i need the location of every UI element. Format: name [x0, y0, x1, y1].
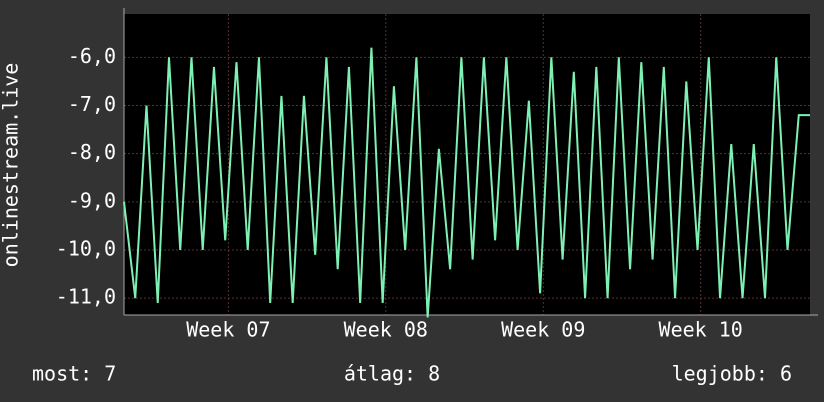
x-tick-label: Week 08 — [344, 318, 428, 342]
x-tick-label: Week 10 — [659, 318, 743, 342]
y-tick-label: -8,0 — [68, 140, 116, 164]
x-tick-label: Week 07 — [186, 318, 270, 342]
y-tick-label: -11,0 — [56, 285, 116, 309]
y-tick-label: -7,0 — [68, 92, 116, 116]
footer-text: átlag: 8 — [344, 362, 440, 386]
x-tick-label: Week 09 — [501, 318, 585, 342]
data-line — [123, 47, 810, 318]
footer-text: legjobb: 6 — [672, 362, 792, 386]
y-axis-label: onlinestream.live — [0, 63, 23, 268]
y-tick-label: -6,0 — [68, 44, 116, 68]
y-tick-label: -10,0 — [56, 236, 116, 260]
y-tick-label: -9,0 — [68, 188, 116, 212]
footer-text: most: 7 — [32, 362, 116, 386]
